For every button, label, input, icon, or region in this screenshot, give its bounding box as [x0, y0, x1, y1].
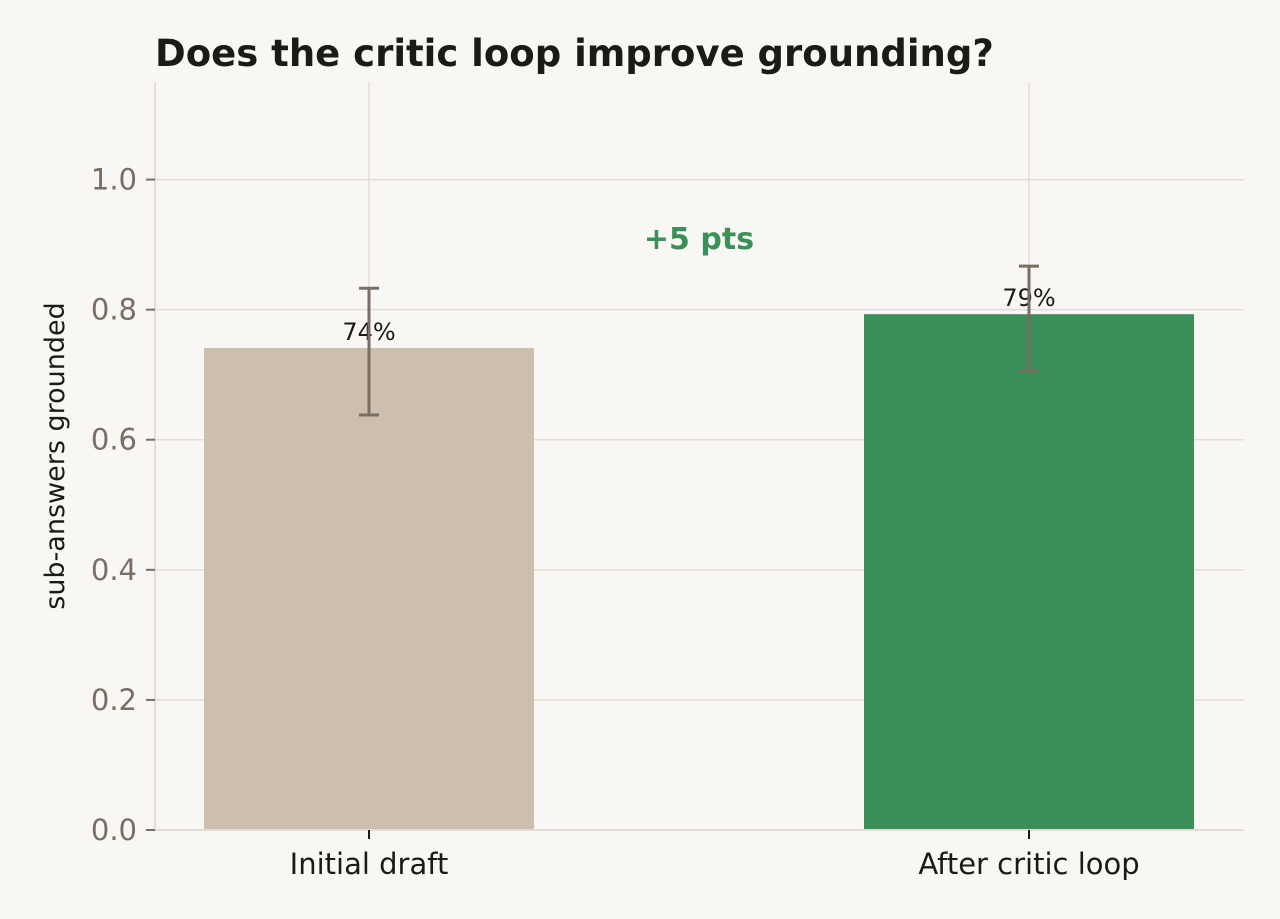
x-tick-label: Initial draft — [290, 847, 449, 881]
bar — [864, 314, 1194, 831]
error-bars — [359, 264, 1039, 417]
y-tick-label: 0.0 — [91, 813, 137, 847]
x-tick-label: After critic loop — [918, 847, 1139, 881]
y-tick-label: 1.0 — [91, 163, 137, 197]
y-tick-label: 0.4 — [91, 553, 137, 587]
improvement-annotation: +5 pts — [644, 222, 754, 257]
chart-title: Does the critic loop improve grounding? — [155, 32, 994, 75]
y-axis-label: sub-answers grounded — [40, 302, 71, 610]
bar — [204, 348, 534, 830]
y-tick-label: 0.6 — [91, 423, 137, 457]
bars — [204, 314, 1194, 831]
y-tick-label: 0.2 — [91, 683, 137, 717]
y-tick-label: 0.8 — [91, 293, 137, 327]
